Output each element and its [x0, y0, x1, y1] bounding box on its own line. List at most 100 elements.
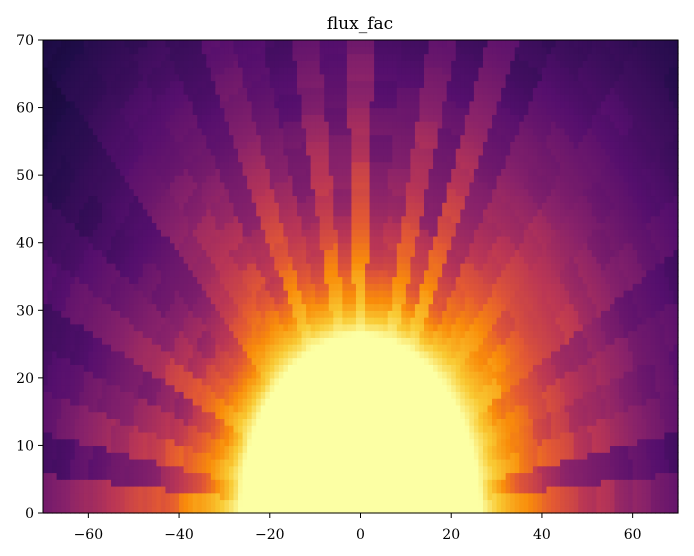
heatmap-cell — [378, 283, 384, 291]
heatmap-cell — [120, 465, 126, 474]
heatmap-cell — [292, 384, 298, 392]
heatmap-cell — [101, 323, 108, 332]
heatmap-cell — [319, 337, 325, 345]
heatmap-cell — [414, 296, 421, 305]
heatmap-cell — [160, 472, 167, 480]
heatmap-cell — [247, 350, 253, 359]
heatmap-cell — [160, 492, 167, 501]
heatmap-cell — [668, 377, 675, 386]
heatmap-cell — [591, 398, 597, 406]
heatmap-cell — [569, 411, 575, 419]
heatmap-cell — [319, 323, 325, 332]
heatmap-cell — [43, 458, 49, 467]
heatmap-cell — [138, 290, 144, 298]
heatmap-cell — [546, 357, 552, 365]
heatmap-cell — [192, 431, 198, 440]
heatmap-cell — [133, 506, 139, 514]
heatmap-cell — [392, 323, 398, 332]
heatmap-cell — [401, 344, 407, 352]
heatmap-cell — [238, 384, 244, 392]
heatmap-cell — [578, 445, 584, 453]
heatmap-cell — [278, 404, 284, 413]
heatmap-cell — [487, 499, 493, 507]
heatmap-cell — [455, 472, 461, 480]
heatmap-cell — [464, 458, 470, 467]
heatmap-cell — [224, 472, 230, 480]
heatmap-cell — [351, 317, 357, 325]
heatmap-cell — [469, 323, 475, 332]
heatmap-cell — [56, 357, 62, 365]
heatmap-cell — [655, 337, 661, 345]
heatmap-cell — [319, 445, 325, 453]
heatmap-cell — [442, 344, 448, 352]
heatmap-cell — [469, 391, 475, 399]
heatmap-cell — [224, 310, 230, 318]
heatmap-cell — [532, 391, 538, 399]
heatmap-cell — [269, 377, 275, 386]
heatmap-cell — [478, 499, 484, 507]
heatmap-cell — [269, 296, 275, 305]
heatmap-cell — [641, 418, 647, 426]
heatmap-cell — [160, 296, 167, 305]
heatmap-cell — [133, 296, 139, 305]
heatmap-cell — [401, 458, 407, 467]
heatmap-cell — [151, 290, 157, 298]
heatmap-cell — [501, 290, 507, 298]
heatmap-cell — [419, 499, 425, 507]
heatmap-cell — [142, 337, 148, 345]
heatmap-cell — [396, 431, 402, 440]
heatmap-cell — [419, 506, 425, 514]
heatmap-cell — [369, 452, 375, 460]
heatmap-cell — [74, 384, 80, 392]
heatmap-cell — [74, 438, 80, 447]
heatmap-cell — [587, 303, 593, 311]
heatmap-cell — [668, 398, 675, 406]
heatmap-cell — [174, 371, 180, 379]
heatmap-cell — [197, 357, 203, 365]
heatmap-cell — [646, 479, 652, 487]
heatmap-cell — [111, 364, 117, 372]
heatmap-cell — [61, 269, 67, 278]
heatmap-cell — [106, 371, 112, 379]
heatmap-cell — [455, 384, 461, 392]
heatmap-cell — [79, 458, 85, 467]
heatmap-cell — [65, 384, 71, 392]
heatmap-cell — [260, 492, 266, 501]
heatmap-cell — [337, 465, 343, 474]
heatmap-cell — [659, 485, 665, 494]
heatmap-cell — [188, 411, 194, 419]
heatmap-cell — [560, 499, 566, 507]
heatmap-cell — [501, 411, 507, 419]
heatmap-cell — [251, 398, 257, 406]
heatmap-cell — [306, 425, 312, 433]
heatmap-cell — [324, 418, 330, 426]
heatmap-cell — [355, 310, 362, 318]
heatmap-cell — [619, 404, 625, 413]
heatmap-cell — [505, 506, 511, 514]
heatmap-cell — [47, 499, 53, 507]
heatmap-cell — [188, 479, 194, 487]
heatmap-cell — [564, 330, 570, 338]
heatmap-cell — [673, 492, 679, 501]
heatmap-cell — [637, 472, 643, 480]
heatmap-cell — [292, 418, 298, 426]
heatmap-cell — [133, 465, 139, 474]
heatmap-cell — [111, 317, 117, 325]
heatmap-cell — [151, 458, 157, 467]
heatmap-cell — [446, 276, 452, 284]
heatmap-cell — [510, 458, 516, 467]
heatmap-cell — [233, 371, 239, 379]
heatmap-cell — [664, 506, 670, 514]
heatmap-cell — [310, 425, 316, 433]
heatmap-cell — [405, 404, 411, 413]
heatmap-cell — [233, 391, 239, 399]
heatmap-cell — [47, 283, 53, 291]
heatmap-cell — [283, 479, 289, 487]
heatmap-cell — [433, 310, 439, 318]
heatmap-cell — [179, 276, 185, 284]
heatmap-cell — [174, 499, 180, 507]
heatmap-cell — [346, 350, 353, 359]
heatmap-cell — [242, 296, 248, 305]
heatmap-cell — [238, 377, 244, 386]
heatmap-cell — [238, 337, 244, 345]
